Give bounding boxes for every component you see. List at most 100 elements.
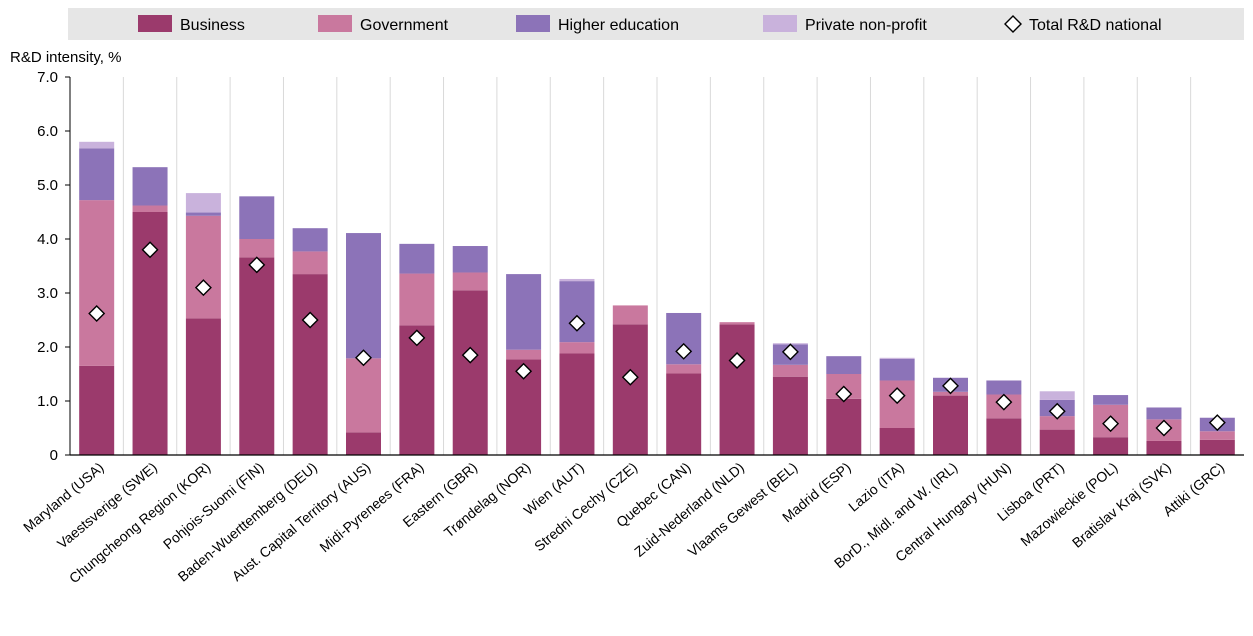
bar-business-central-hungary-hun	[986, 418, 1022, 455]
bar-government-lisboa-prt	[1039, 416, 1075, 430]
total-marker-central-hungary-hun	[995, 393, 1013, 411]
bar-business-chungcheong-region-kor	[185, 318, 221, 455]
bar-government-zuid-nederland-nld	[719, 322, 755, 325]
legend: Business Government Higher education Privat…	[68, 8, 1244, 40]
legend-label-government: Government	[360, 17, 449, 34]
bar-higher-education-mazowieckie-pol	[1093, 395, 1129, 405]
total-marker-maryland-usa	[88, 305, 106, 323]
y-tick-label: 0	[50, 447, 58, 464]
bar-business-maryland-usa	[79, 365, 115, 455]
bar-higher-education-wien-aut	[559, 281, 595, 343]
bar-business-eastern-gbr	[452, 290, 488, 455]
x-tick-label: Stredni Cechy (CZE)	[531, 459, 640, 554]
x-tick-label: Pohjois-Suomi (FIN)	[160, 459, 267, 552]
bar-business-bratislav-kraj-svk	[1146, 440, 1182, 455]
bar-government-maryland-usa	[79, 200, 115, 366]
y-tick-label: 6.0	[37, 123, 58, 140]
y-tick-label: 1.0	[37, 393, 58, 410]
bar-business-lisboa-prt	[1039, 429, 1075, 455]
total-marker-lazio-ita	[888, 387, 906, 405]
axes: 0 1.0 2.0 3.0 4.0 5.0 6.0 7.0	[37, 69, 1244, 464]
total-marker-bord-midl-and-w-irl	[942, 377, 959, 395]
total-markers	[88, 241, 1226, 437]
bar-business-vlaams-gewest-bel	[772, 376, 808, 455]
total-marker-aust-capital-territory-aus	[355, 349, 372, 367]
total-marker-wien-aut	[568, 314, 586, 332]
total-marker-vlaams-gewest-bel	[781, 343, 799, 361]
total-marker-bratislav-kraj-svk	[1155, 419, 1173, 437]
total-marker-vaestsverige-swe	[141, 241, 159, 259]
total-marker-eastern-gbr	[461, 346, 479, 364]
total-marker-baden-wuerttemberg-deu	[301, 311, 319, 329]
bar-government-vaestsverige-swe	[132, 205, 168, 212]
bar-business-lazio-ita	[879, 428, 915, 455]
total-marker-lisboa-prt	[1048, 402, 1066, 420]
bar-higher-education-aust-capital-territory-aus	[346, 233, 381, 359]
bar-government-eastern-gbr	[452, 272, 488, 291]
bar-government-wien-aut	[559, 342, 595, 354]
legend-swatch-government	[318, 15, 352, 32]
bar-higher-education-tr-ndelag-nor	[506, 274, 542, 350]
bar-government-aust-capital-territory-aus	[346, 358, 381, 433]
legend-label-higher-education: Higher education	[558, 17, 679, 34]
bar-business-midi-pyrenees-fra	[399, 325, 435, 455]
y-tick-label: 5.0	[37, 177, 58, 194]
total-marker-quebec-can	[675, 342, 693, 360]
total-marker-attiki-grc	[1208, 414, 1226, 432]
bar-private-non-profit-lisboa-prt	[1039, 391, 1075, 400]
legend-swatch-private-non-profit	[763, 15, 797, 32]
total-marker-mazowieckie-pol	[1102, 415, 1120, 433]
bar-private-non-profit-wien-aut	[559, 278, 595, 282]
total-marker-chungcheong-region-kor	[194, 279, 212, 297]
legend-background	[68, 8, 1244, 40]
legend-label-private-non-profit: Private non-profit	[805, 17, 927, 34]
legend-label-business: Business	[180, 17, 245, 34]
y-tick-label: 4.0	[37, 231, 58, 248]
bar-government-tr-ndelag-nor	[506, 349, 542, 360]
bar-business-madrid-esp	[826, 398, 862, 455]
bar-business-stredni-cechy-cze	[612, 324, 648, 455]
bar-government-baden-wuerttemberg-deu	[292, 251, 328, 275]
bar-government-midi-pyrenees-fra	[399, 273, 435, 326]
bar-government-attiki-grc	[1199, 431, 1235, 440]
total-marker-tr-ndelag-nor	[515, 362, 533, 380]
category-labels: Maryland (USA)Vaestsverige (SWE)Chungche…	[20, 459, 1227, 586]
bar-government-chungcheong-region-kor	[185, 215, 221, 319]
total-marker-pohjois-suomi-fin	[248, 256, 266, 274]
x-tick-label: Vaestsverige (SWE)	[54, 459, 160, 552]
bar-higher-education-pohjois-suomi-fin	[239, 196, 275, 239]
bar-business-aust-capital-territory-aus	[346, 432, 381, 455]
x-tick-label: Midi-Pyrenees (FRA)	[316, 459, 426, 555]
bar-higher-education-eastern-gbr	[452, 246, 488, 273]
bar-higher-education-midi-pyrenees-fra	[399, 243, 435, 274]
bar-higher-education-central-hungary-hun	[986, 380, 1022, 395]
total-marker-zuid-nederland-nld	[728, 352, 746, 369]
y-tick-label: 2.0	[37, 339, 58, 356]
bar-private-non-profit-lazio-ita	[879, 357, 915, 359]
bar-government-stredni-cechy-cze	[612, 305, 648, 325]
y-tick-label: 3.0	[37, 285, 58, 302]
bar-higher-education-maryland-usa	[79, 148, 115, 201]
bar-government-vlaams-gewest-bel	[772, 364, 808, 377]
bar-government-quebec-can	[666, 364, 702, 374]
bar-government-pohjois-suomi-fin	[239, 239, 275, 258]
legend-swatch-total-r-d-national	[1004, 15, 1022, 33]
total-marker-stredni-cechy-cze	[621, 368, 639, 386]
bar-higher-education-bratislav-kraj-svk	[1146, 407, 1182, 420]
total-marker-madrid-esp	[835, 385, 853, 403]
bar-higher-education-vaestsverige-swe	[132, 167, 168, 206]
y-tick-label: 7.0	[37, 69, 58, 86]
bar-private-non-profit-chungcheong-region-kor	[185, 193, 221, 213]
bar-private-non-profit-maryland-usa	[79, 141, 115, 149]
bar-higher-education-baden-wuerttemberg-deu	[292, 228, 328, 252]
bar-business-mazowieckie-pol	[1093, 437, 1129, 455]
y-axis-label: R&D intensity, %	[10, 49, 121, 66]
plot-area	[79, 77, 1235, 455]
bar-business-attiki-grc	[1199, 439, 1235, 455]
legend-label-total-r-d-national: Total R&D national	[1029, 17, 1162, 34]
bar-business-pohjois-suomi-fin	[239, 257, 275, 455]
bar-higher-education-chungcheong-region-kor	[185, 212, 221, 216]
x-tick-label: Mazowieckie (POL)	[1017, 459, 1120, 549]
